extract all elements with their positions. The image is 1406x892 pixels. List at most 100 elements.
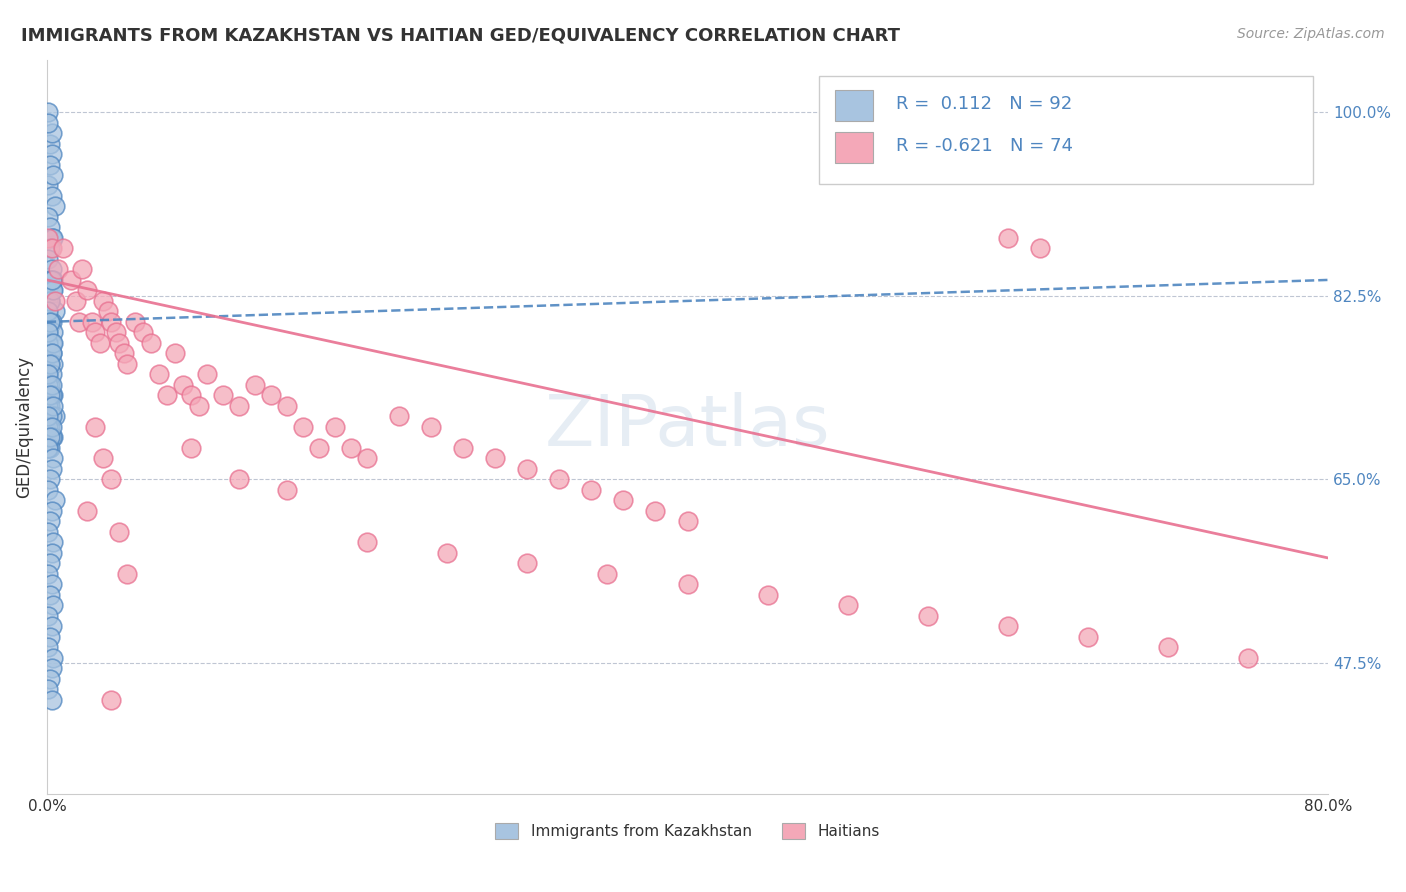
Point bbox=[76, 504, 98, 518]
Point bbox=[39, 430, 62, 444]
Point bbox=[100, 472, 122, 486]
Point bbox=[91, 451, 114, 466]
Point bbox=[41, 377, 63, 392]
Point bbox=[228, 472, 250, 486]
Point bbox=[59, 273, 82, 287]
Point bbox=[37, 441, 59, 455]
Point bbox=[37, 326, 59, 340]
Text: IMMIGRANTS FROM KAZAKHSTAN VS HAITIAN GED/EQUIVALENCY CORRELATION CHART: IMMIGRANTS FROM KAZAKHSTAN VS HAITIAN GE… bbox=[21, 27, 900, 45]
Point bbox=[388, 409, 411, 424]
Point bbox=[37, 682, 59, 697]
Point bbox=[39, 293, 62, 308]
Point bbox=[612, 493, 634, 508]
Point bbox=[37, 335, 59, 350]
Point bbox=[39, 136, 62, 151]
Point bbox=[41, 577, 63, 591]
Point bbox=[41, 126, 63, 140]
Point bbox=[37, 368, 59, 382]
Point bbox=[41, 619, 63, 633]
Point bbox=[37, 483, 59, 497]
Point bbox=[97, 304, 120, 318]
Text: ZIPatlas: ZIPatlas bbox=[544, 392, 831, 461]
Point bbox=[67, 315, 90, 329]
Point bbox=[39, 157, 62, 171]
Point bbox=[172, 377, 194, 392]
Point bbox=[243, 377, 266, 392]
Point bbox=[52, 242, 75, 256]
Point bbox=[108, 524, 131, 539]
Point bbox=[42, 598, 65, 612]
Point bbox=[41, 284, 63, 298]
Point bbox=[104, 326, 127, 340]
Point bbox=[676, 514, 699, 528]
Point bbox=[41, 419, 63, 434]
Point bbox=[917, 608, 939, 623]
Point bbox=[46, 262, 69, 277]
Point bbox=[997, 231, 1019, 245]
Point bbox=[39, 556, 62, 570]
Point bbox=[37, 178, 59, 193]
Point bbox=[41, 661, 63, 675]
Point bbox=[37, 293, 59, 308]
Point bbox=[39, 357, 62, 371]
Point bbox=[37, 105, 59, 120]
Point bbox=[39, 588, 62, 602]
Point bbox=[37, 326, 59, 340]
Point bbox=[41, 284, 63, 298]
FancyBboxPatch shape bbox=[835, 132, 873, 163]
Y-axis label: GED/Equivalency: GED/Equivalency bbox=[15, 356, 32, 498]
Point bbox=[44, 293, 66, 308]
Point bbox=[516, 556, 538, 570]
Point bbox=[453, 441, 475, 455]
Point bbox=[308, 441, 330, 455]
Point bbox=[516, 462, 538, 476]
Point bbox=[39, 419, 62, 434]
Point bbox=[37, 368, 59, 382]
Point bbox=[41, 346, 63, 360]
Point bbox=[42, 284, 65, 298]
Point bbox=[41, 368, 63, 382]
Point bbox=[581, 483, 603, 497]
Point bbox=[37, 419, 59, 434]
Point bbox=[276, 483, 298, 497]
Point bbox=[44, 409, 66, 424]
Point bbox=[41, 430, 63, 444]
Point bbox=[42, 535, 65, 549]
Point bbox=[42, 357, 65, 371]
Point bbox=[41, 273, 63, 287]
Point bbox=[139, 335, 162, 350]
Point bbox=[676, 577, 699, 591]
Point bbox=[37, 284, 59, 298]
Point bbox=[80, 315, 103, 329]
Point bbox=[39, 315, 62, 329]
Point bbox=[42, 168, 65, 182]
Point bbox=[436, 546, 458, 560]
Point bbox=[70, 262, 93, 277]
Point bbox=[124, 315, 146, 329]
Point bbox=[41, 262, 63, 277]
Point bbox=[41, 147, 63, 161]
Text: R = -0.621   N = 74: R = -0.621 N = 74 bbox=[897, 137, 1073, 155]
Point bbox=[41, 692, 63, 706]
Point bbox=[212, 388, 235, 402]
Point bbox=[228, 399, 250, 413]
Point bbox=[42, 451, 65, 466]
Point bbox=[44, 493, 66, 508]
Point bbox=[112, 346, 135, 360]
Point bbox=[997, 619, 1019, 633]
Point bbox=[39, 377, 62, 392]
Point bbox=[37, 608, 59, 623]
Point bbox=[180, 441, 202, 455]
Point bbox=[195, 368, 218, 382]
Point bbox=[41, 231, 63, 245]
Point bbox=[41, 546, 63, 560]
Point bbox=[37, 566, 59, 581]
Point bbox=[39, 441, 62, 455]
FancyBboxPatch shape bbox=[835, 90, 873, 120]
Point bbox=[292, 419, 315, 434]
Point bbox=[39, 315, 62, 329]
Point bbox=[163, 346, 186, 360]
Point bbox=[39, 672, 62, 686]
Point bbox=[39, 388, 62, 402]
Point bbox=[484, 451, 506, 466]
